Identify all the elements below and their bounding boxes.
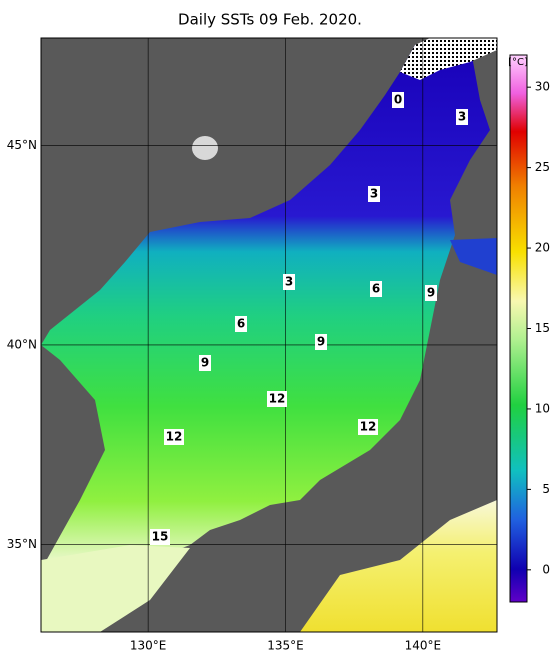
colorbar-tick-label: 30 <box>535 80 550 94</box>
contour-label-box <box>150 529 170 545</box>
sea-of-japan <box>41 38 490 580</box>
map-frame <box>40 37 498 633</box>
lon-label: 130°E <box>130 639 167 653</box>
contour-label: 3 <box>370 187 378 201</box>
colorbar <box>509 54 528 603</box>
contour-label: 3 <box>285 275 293 289</box>
contour-label-box <box>164 429 184 445</box>
contour-label-box <box>283 274 295 290</box>
ice-hatch <box>400 38 497 80</box>
contour-label: 0 <box>394 93 402 107</box>
contour-label: 12 <box>166 430 183 444</box>
contour-label-box <box>267 391 287 407</box>
contour-label-box <box>235 316 247 332</box>
colorbar-tick-label: 25 <box>535 160 550 174</box>
east-china-sea <box>41 545 190 632</box>
colorbar-tick-label: 20 <box>535 241 550 255</box>
colorbar-tick-label: 10 <box>535 401 550 415</box>
contour-label: 12 <box>269 392 286 406</box>
colorbar-tick-label: 15 <box>535 321 550 335</box>
lat-label: 40°N <box>7 337 37 351</box>
contour-label-box <box>425 285 437 301</box>
lat-label: 45°N <box>7 138 37 152</box>
contour-label-box <box>368 186 380 202</box>
contour-label: 6 <box>372 282 380 296</box>
contour-label: 3 <box>458 110 466 124</box>
lon-label: 140°E <box>405 639 442 653</box>
lat-label: 35°N <box>7 537 37 551</box>
colorbar-tick-label: 5 <box>542 482 550 496</box>
lon-label: 135°E <box>267 639 304 653</box>
contour-label-box <box>370 281 382 297</box>
colorbar-tick-label: 0 <box>542 562 550 576</box>
contour-label-box <box>358 419 378 435</box>
contour-label: 15 <box>152 530 169 544</box>
contour-label: 9 <box>201 356 209 370</box>
contour-label: 12 <box>360 420 377 434</box>
contour-label-box <box>456 109 468 125</box>
contour-label-box <box>315 334 327 350</box>
contour-label-box <box>392 92 404 108</box>
contour-label: 9 <box>317 335 325 349</box>
pacific <box>300 500 497 632</box>
contour-label-box <box>199 355 211 371</box>
map-area <box>41 38 497 632</box>
contour-label: 6 <box>237 317 245 331</box>
contour-label: 9 <box>427 286 435 300</box>
island <box>192 136 218 160</box>
map-title: Daily SSTs 09 Feb. 2020. <box>178 11 362 29</box>
sea-northeast <box>450 238 497 275</box>
colorbar-unit: [°C] <box>508 57 528 68</box>
